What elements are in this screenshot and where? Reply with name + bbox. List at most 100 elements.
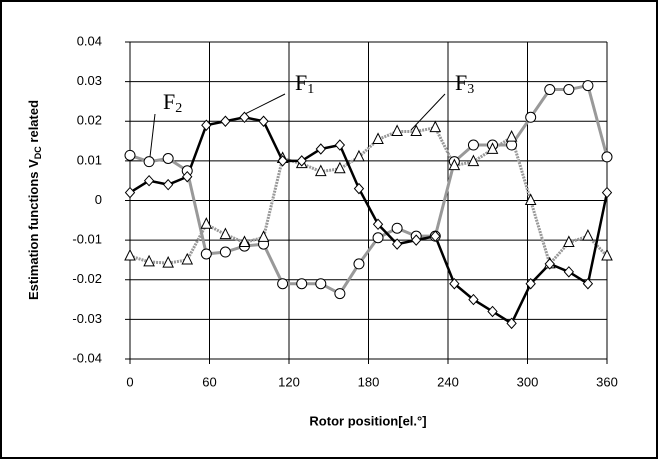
- point: [582, 229, 594, 241]
- point: [200, 217, 213, 229]
- point: [410, 124, 423, 137]
- point: [372, 132, 384, 144]
- point: [162, 255, 174, 268]
- point: [391, 238, 403, 250]
- y-tick-label: -0.04: [72, 350, 102, 365]
- point: [429, 120, 442, 133]
- x-tick-label: 0: [126, 374, 133, 389]
- y-label-part: related: [26, 100, 41, 146]
- x-tick-label: 360: [596, 374, 618, 389]
- y-tick-label: 0.04: [77, 33, 102, 48]
- point: [487, 305, 498, 318]
- point: [277, 155, 288, 167]
- point: [257, 230, 270, 242]
- point: [162, 178, 174, 191]
- point: [314, 164, 327, 177]
- x-tick-label: 180: [358, 374, 380, 389]
- point: [525, 111, 537, 123]
- y-label-sub: DC: [33, 146, 43, 159]
- point: [143, 254, 155, 267]
- point: [391, 222, 403, 234]
- point: [468, 293, 479, 306]
- point: [467, 154, 480, 167]
- point: [525, 277, 536, 290]
- point: [219, 227, 232, 240]
- point: [486, 142, 499, 154]
- point: [544, 84, 556, 96]
- point: [315, 143, 326, 155]
- x-tick-label: 300: [517, 374, 539, 389]
- point: [544, 258, 555, 270]
- y-tick-label: -0.03: [72, 311, 102, 326]
- point: [296, 155, 307, 167]
- y-tick-label: 0.01: [77, 152, 102, 167]
- leader-line: [410, 93, 446, 131]
- series-label-sub: 3: [467, 82, 474, 97]
- point: [334, 161, 346, 174]
- point: [143, 156, 155, 168]
- point: [200, 248, 212, 260]
- point: [582, 80, 594, 92]
- y-tick-label: 0.02: [77, 113, 102, 128]
- y-tick-label: 0.03: [77, 73, 102, 88]
- series-label-main: F: [455, 70, 467, 95]
- point: [124, 186, 136, 199]
- point: [353, 182, 365, 195]
- point: [601, 186, 613, 199]
- leader-line: [242, 93, 286, 116]
- point: [467, 139, 479, 151]
- point: [238, 235, 251, 248]
- x-axis-label: Rotor position[el.°]: [309, 413, 426, 428]
- point: [334, 139, 346, 151]
- point: [601, 248, 613, 261]
- x-tick-label: 120: [278, 374, 300, 389]
- x-tick-label: 240: [437, 374, 459, 389]
- series-label: F2: [163, 89, 182, 116]
- point: [524, 193, 537, 205]
- point: [448, 158, 461, 171]
- point: [411, 234, 422, 246]
- y-tick-label: -0.02: [72, 271, 102, 286]
- point: [315, 278, 327, 290]
- point: [601, 151, 613, 163]
- series-label: F1: [295, 70, 314, 97]
- series-label-sub: 2: [175, 101, 182, 116]
- point: [505, 129, 518, 142]
- point: [182, 170, 193, 183]
- point: [430, 230, 441, 242]
- point: [277, 278, 289, 290]
- y-tick-label: 0: [95, 192, 102, 207]
- point: [220, 115, 231, 127]
- x-tick-label: 60: [202, 374, 216, 389]
- point: [506, 317, 517, 330]
- point: [334, 288, 346, 300]
- point: [124, 149, 136, 161]
- point: [391, 124, 403, 137]
- point: [124, 248, 136, 261]
- point: [563, 235, 575, 248]
- point: [143, 174, 155, 187]
- y-axis-label: Estimation functions VDC related: [26, 100, 43, 300]
- y-tick-label: -0.01: [72, 232, 102, 247]
- series-label-sub: 1: [307, 82, 314, 97]
- point: [353, 258, 365, 270]
- series-label-main: F: [163, 89, 175, 114]
- point: [372, 232, 384, 244]
- point: [239, 111, 250, 124]
- point: [563, 266, 575, 278]
- point: [353, 149, 365, 162]
- series-label: F3: [455, 70, 474, 97]
- y-label-part: Estimation functions V: [26, 159, 41, 300]
- point: [162, 152, 174, 164]
- point: [449, 277, 460, 290]
- series-label-main: F: [295, 70, 307, 95]
- point: [372, 218, 384, 231]
- point: [582, 277, 594, 290]
- point: [219, 246, 231, 258]
- point: [563, 84, 575, 96]
- point: [296, 278, 308, 290]
- point: [181, 252, 194, 265]
- point: [201, 119, 212, 131]
